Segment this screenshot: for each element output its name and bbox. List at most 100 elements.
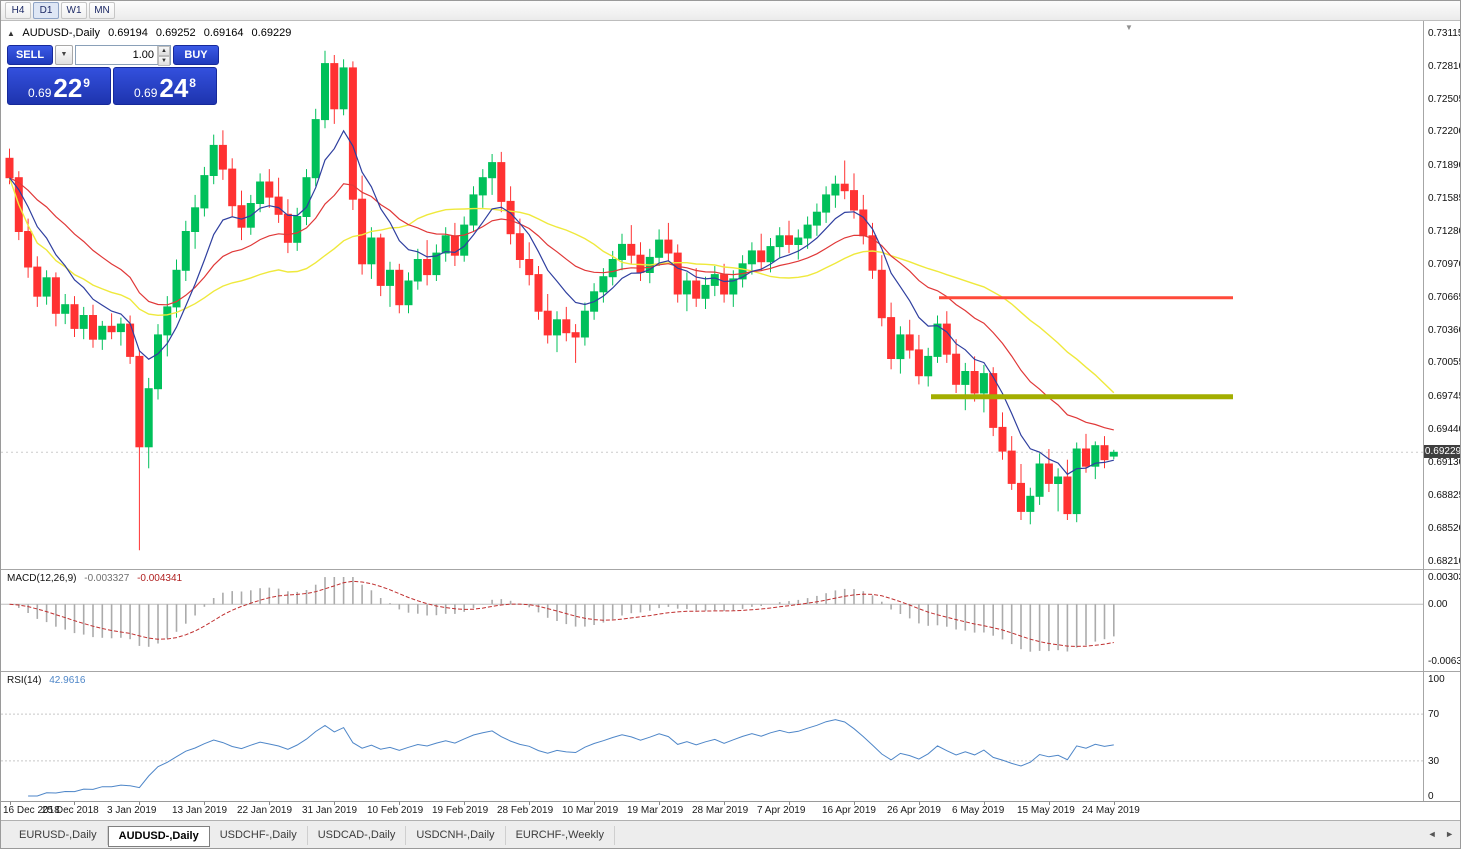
macd-axis-tick: 0.003035 xyxy=(1428,572,1460,583)
price-axis-tick: 0.69130 xyxy=(1428,456,1461,468)
date-axis-label: 22 Jan 2019 xyxy=(237,805,293,816)
macd-axis-tick: 0.00 xyxy=(1428,599,1448,611)
tab-scroll-right-icon[interactable]: ► xyxy=(1445,829,1454,839)
date-axis-label: 15 May 2019 xyxy=(1017,805,1075,816)
date-axis-tick xyxy=(724,802,725,805)
ohlc-open: 0.69194 xyxy=(108,27,148,39)
date-axis-tick xyxy=(919,802,920,805)
price-axis-tick: 0.70055 xyxy=(1428,357,1461,369)
timeframe-button-w1[interactable]: W1 xyxy=(61,2,87,19)
tab-usdcnh-daily[interactable]: USDCNH-,Daily xyxy=(406,826,506,845)
ohlc-high: 0.69252 xyxy=(155,27,196,39)
sell-price-display[interactable]: 0.69 22 9 xyxy=(7,67,111,105)
price-axis-tick: 0.68520 xyxy=(1428,522,1461,534)
macd-indicator-canvas[interactable] xyxy=(1,570,1461,671)
timeframe-button-d1[interactable]: D1 xyxy=(33,2,59,19)
ohlc-low: 0.69164 xyxy=(203,27,244,39)
macd-signal-value: -0.004341 xyxy=(137,573,183,584)
rsi-axis-tick: 30 xyxy=(1428,755,1440,767)
price-axis-tick: 0.70970 xyxy=(1428,258,1461,270)
tab-eurusd-daily[interactable]: EURUSD-,Daily xyxy=(9,826,108,845)
macd-axis-tick: -0.006311 xyxy=(1428,656,1460,667)
chart-tab-bar: EURUSD-,Daily AUDUSD-,Daily USDCHF-,Daily U… xyxy=(1,820,1460,848)
tab-eurchf-weekly[interactable]: EURCHF-,Weekly xyxy=(506,826,615,845)
tab-usdcad-daily[interactable]: USDCAD-,Daily xyxy=(308,826,407,845)
price-axis-tick: 0.71585 xyxy=(1428,192,1461,204)
rsi-name: RSI(14) xyxy=(7,675,42,686)
timeframe-button-mn[interactable]: MN xyxy=(89,2,115,19)
date-axis-label: 10 Feb 2019 xyxy=(367,805,424,816)
date-axis-tick xyxy=(854,802,855,805)
price-axis-tick: 0.69745 xyxy=(1428,390,1461,402)
rsi-label: RSI(14) 42.9616 xyxy=(7,675,90,686)
date-axis-tick xyxy=(269,802,270,805)
date-axis-tick xyxy=(789,802,790,805)
date-axis-label: 16 Apr 2019 xyxy=(822,805,876,816)
volume-input[interactable] xyxy=(76,46,157,64)
timeframe-toolbar: H4 D1 W1 MN xyxy=(1,1,1460,21)
date-axis-tick xyxy=(984,802,985,805)
price-axis-tick: 0.72810 xyxy=(1428,60,1461,72)
date-axis-label: 28 Mar 2019 xyxy=(692,805,749,816)
date-axis-tick xyxy=(10,802,11,805)
chart-symbol-label: AUDUSD-,Daily xyxy=(22,27,100,39)
ohlc-close: 0.69229 xyxy=(251,27,292,39)
rsi-value: 42.9616 xyxy=(49,675,86,686)
tab-scroll-left-icon[interactable]: ◄ xyxy=(1427,829,1437,839)
macd-rsi-separator[interactable] xyxy=(1,671,1460,672)
date-axis-label: 25 Dec 2018 xyxy=(42,805,99,816)
price-axis-tick: 0.69440 xyxy=(1428,423,1461,435)
volume-increase-button[interactable]: ▲ xyxy=(158,46,170,56)
buy-button[interactable]: BUY xyxy=(173,45,219,65)
chart-tabs: EURUSD-,Daily AUDUSD-,Daily USDCHF-,Daily U… xyxy=(9,826,615,847)
date-axis-tick xyxy=(594,802,595,805)
timeframe-button-h4[interactable]: H4 xyxy=(5,2,31,19)
tab-usdchf-daily[interactable]: USDCHF-,Daily xyxy=(210,826,308,845)
date-axis-label: 28 Feb 2019 xyxy=(497,805,554,816)
date-axis-tick xyxy=(464,802,465,805)
rsi-indicator-canvas[interactable] xyxy=(1,672,1461,801)
price-macd-separator[interactable] xyxy=(1,569,1460,570)
tab-scroll-buttons: ◄ ► xyxy=(1422,829,1454,839)
buy-price-pips: 24 xyxy=(159,73,189,103)
macd-name: MACD(12,26,9) xyxy=(7,573,77,584)
price-axis-tick: 0.71890 xyxy=(1428,159,1461,171)
price-axis-tick: 0.72505 xyxy=(1428,93,1461,105)
date-axis-label: 3 Jan 2019 xyxy=(107,805,157,816)
sell-button[interactable]: SELL xyxy=(7,45,53,65)
price-axis-tick: 0.70360 xyxy=(1428,324,1461,336)
timeframe-button-group: H4 D1 W1 MN xyxy=(5,2,115,19)
date-axis-label: 13 Jan 2019 xyxy=(172,805,228,816)
sell-price-pipette: 9 xyxy=(83,76,90,90)
rsi-axis-tick: 100 xyxy=(1428,674,1445,685)
date-axis-tick xyxy=(139,802,140,805)
date-axis-tick xyxy=(74,802,75,805)
symbol-collapse-icon[interactable]: ▲ xyxy=(7,29,15,38)
date-axis[interactable]: 16 Dec 2018 25 Dec 2018 3 Jan 2019 13 Jan 2… xyxy=(1,801,1460,820)
buy-price-pipette: 8 xyxy=(189,76,196,90)
volume-spinner: ▲ ▼ xyxy=(157,46,170,66)
one-click-trading-panel: SELL ▼ ▲ ▼ BUY 0.69 22 9 0.69 24 xyxy=(7,45,219,105)
date-axis-label: 31 Jan 2019 xyxy=(302,805,358,816)
rsi-axis-tick: 70 xyxy=(1428,709,1440,721)
volume-decrease-button[interactable]: ▼ xyxy=(158,56,170,66)
price-axis-tick: 0.71280 xyxy=(1428,225,1461,237)
sell-price-pips: 22 xyxy=(53,73,83,103)
buy-price-display[interactable]: 0.69 24 8 xyxy=(113,67,217,105)
sell-price-prefix: 0.69 xyxy=(28,86,52,100)
macd-label: MACD(12,26,9) -0.003327 -0.004341 xyxy=(7,573,187,584)
price-axis-tick: 0.72200 xyxy=(1428,126,1461,138)
volume-field: ▲ ▼ xyxy=(75,45,171,66)
rsi-axis-tick: 0 xyxy=(1428,791,1434,802)
price-chart-canvas[interactable] xyxy=(1,21,1461,569)
volume-dropdown-button[interactable]: ▼ xyxy=(55,45,73,65)
date-axis-tick xyxy=(399,802,400,805)
chart-shift-marker-icon[interactable]: ▼ xyxy=(1125,23,1133,32)
date-axis-label: 24 May 2019 xyxy=(1082,805,1140,816)
price-axis-separator xyxy=(1423,21,1424,819)
price-axis-tick: 0.68210 xyxy=(1428,556,1461,567)
chart-title-bar: ▲ AUDUSD-,Daily 0.69194 0.69252 0.69164 … xyxy=(7,27,296,39)
date-axis-tick xyxy=(204,802,205,805)
tab-audusd-daily[interactable]: AUDUSD-,Daily xyxy=(107,826,210,847)
